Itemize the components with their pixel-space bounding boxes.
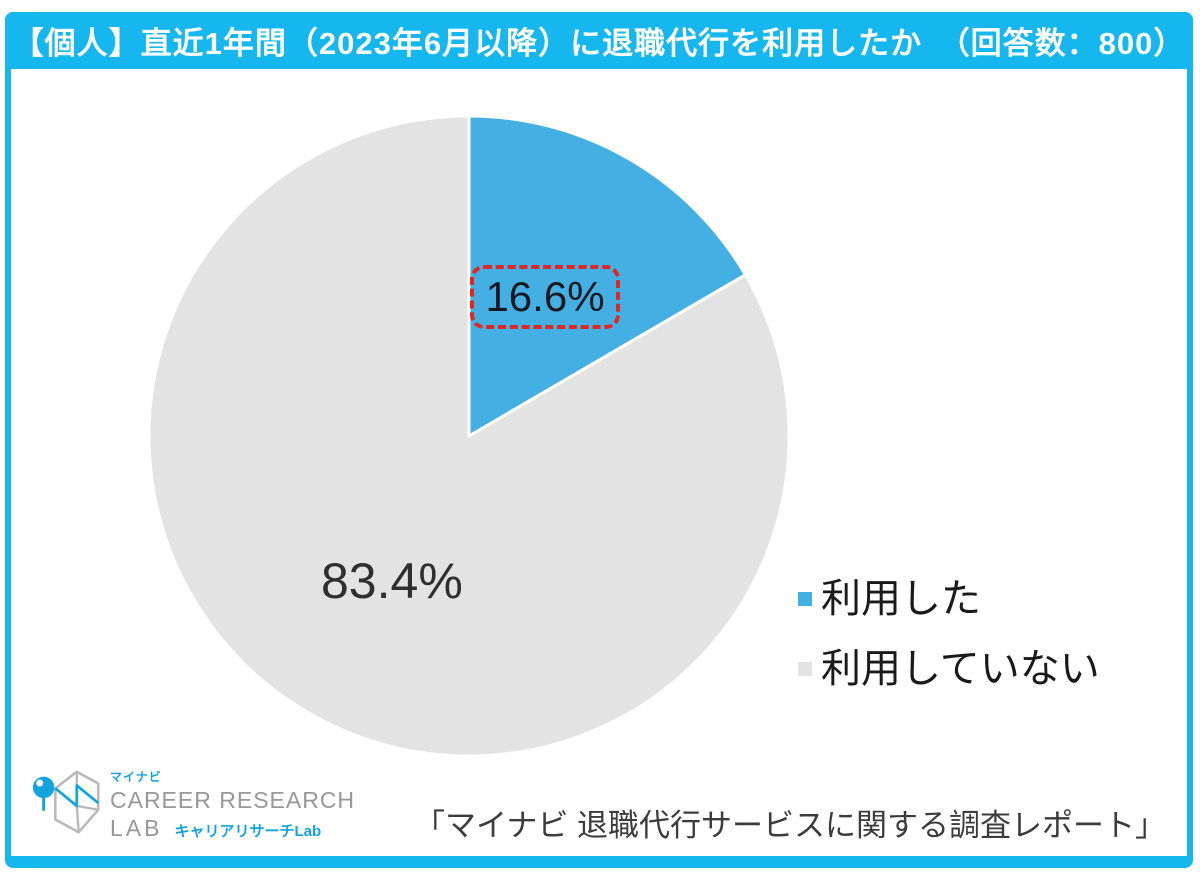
chart-title: 【個人】直近1年間（2023年6月以降）に退職代行を利用したか （回答数：800… bbox=[12, 26, 1186, 61]
logo-lab-row: LAB キャリアリサーチLab bbox=[110, 815, 355, 842]
logo-cube-icon bbox=[32, 770, 100, 834]
data-label-not-used: 83.4% bbox=[321, 553, 463, 609]
mynavi-career-research-lab-logo: マイナビ CAREER RESEARCH LAB キャリアリサーチLab bbox=[30, 764, 355, 842]
logo-text: マイナビ CAREER RESEARCH LAB キャリアリサーチLab bbox=[110, 764, 355, 842]
legend-swatch-used bbox=[798, 592, 812, 606]
data-label-used: 16.6% bbox=[485, 273, 605, 320]
legend-swatch-not-used bbox=[798, 662, 812, 676]
legend-item-not-used: 利用していない bbox=[798, 648, 1100, 690]
source-citation: 「マイナビ 退職代行サービスに関する調査レポート」 bbox=[414, 808, 1166, 843]
chart-title-bar: 【個人】直近1年間（2023年6月以降）に退職代行を利用したか （回答数：800… bbox=[5, 12, 1193, 69]
logo-career-research: CAREER RESEARCH bbox=[110, 787, 356, 813]
pie-chart-svg bbox=[147, 114, 791, 758]
legend: 利用した 利用していない bbox=[798, 578, 1100, 690]
pie-slice-1 bbox=[147, 114, 791, 758]
logo-lab: LAB bbox=[110, 815, 163, 841]
legend-label-not-used: 利用していない bbox=[821, 647, 1100, 691]
pie-chart bbox=[146, 113, 792, 759]
logo-brand-small: マイナビ bbox=[110, 770, 162, 784]
legend-label-used: 利用した bbox=[821, 577, 981, 621]
legend-item-used: 利用した bbox=[798, 578, 1100, 620]
data-label-used-highlight-box: 16.6% bbox=[470, 265, 620, 329]
logo-jp-subtitle: キャリアリサーチLab bbox=[174, 823, 322, 840]
